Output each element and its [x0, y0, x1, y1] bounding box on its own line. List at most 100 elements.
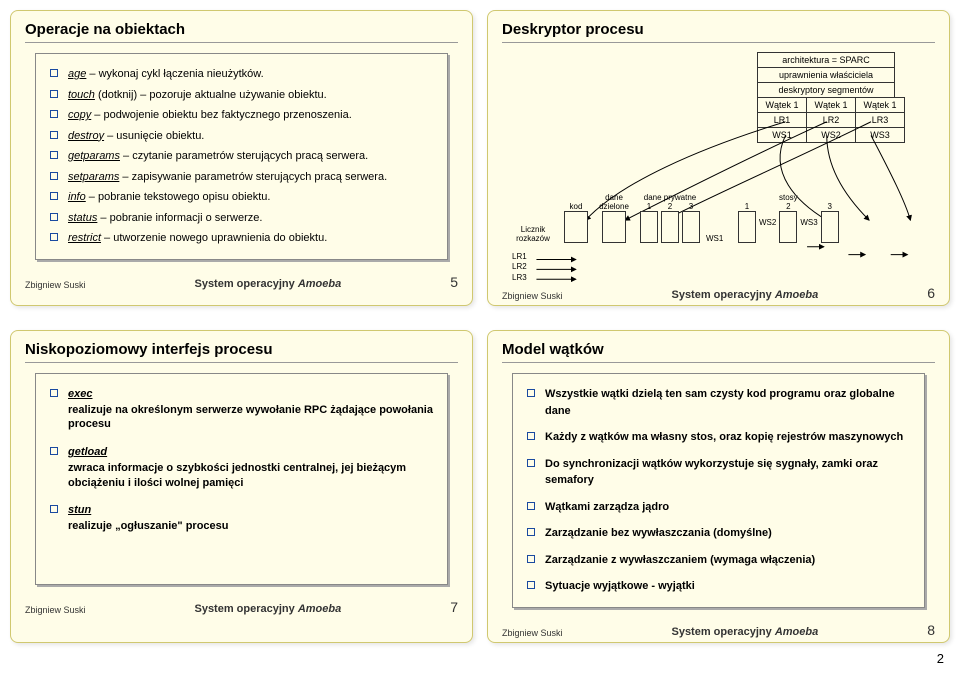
op-desc: – zapisywanie parametrów sterujących pra… [119, 171, 387, 183]
label-kod: kod [564, 202, 588, 211]
slide-6: Deskryptor procesu architektura = SPARC … [487, 10, 950, 306]
list-item: getparams – czytanie parametrów sterując… [50, 146, 433, 167]
segment-table: architektura = SPARC uprawnienia właścic… [758, 53, 905, 143]
op-name: stun [68, 504, 91, 516]
seg-cell: LR2 [806, 112, 856, 128]
lr1: LR1 [512, 252, 527, 262]
footer-system: System operacyjny Amoeba [671, 626, 818, 638]
block-dp2 [661, 211, 679, 243]
footer-author: Zbigniew Suski [502, 628, 563, 638]
seg-cell: WS3 [855, 127, 905, 143]
op-desc: – wykonaj cykl łączenia nieużytków. [86, 68, 263, 80]
slide-title: Niskopoziomowy interfejs procesu [25, 341, 458, 363]
panel: exec realizuje na określonym serwerze wy… [35, 373, 448, 585]
list-item: setparams – zapisywanie parametrów steru… [50, 167, 433, 188]
list-item: Sytuacje wyjątkowe - wyjątki [527, 576, 910, 597]
list-item: info – pobranie tekstowego opisu obiektu… [50, 187, 433, 208]
op-desc: – czytanie parametrów sterujących pracą … [120, 150, 368, 162]
op-name: restrict [68, 232, 101, 244]
op-name: getparams [68, 150, 120, 162]
bullet-list: age – wykonaj cykl łączenia nieużytków. … [50, 64, 433, 249]
op-desc: realizuje „ogłuszanie" procesu [68, 519, 433, 534]
process-descriptor-diagram: architektura = SPARC uprawnienia właścic… [502, 53, 935, 283]
slide-footer: Zbigniew Suski System operacyjny Amoeba … [25, 274, 458, 290]
slide-footer: Zbigniew Suski System operacyjny Amoeba … [25, 599, 458, 615]
seg-cell: Wątek 1 [757, 97, 807, 113]
memory-row: Licznik rozkazów kod dane dzielone dane … [508, 193, 929, 243]
slide-footer: Zbigniew Suski System operacyjny Amoeba … [502, 622, 935, 638]
label-dz: dane dzielone [594, 193, 634, 211]
bullet-list: exec realizuje na określonym serwerze wy… [50, 384, 433, 536]
slide-7: Niskopoziomowy interfejs procesu exec re… [10, 330, 473, 643]
footer-number: 5 [450, 274, 458, 290]
label-dp: dane prywatne [644, 193, 696, 202]
list-item: stun realizuje „ogłuszanie" procesu [50, 500, 433, 535]
list-item: age – wykonaj cykl łączenia nieużytków. [50, 64, 433, 85]
op-desc: – utworzenie nowego uprawnienia do obiek… [101, 232, 327, 244]
list-item: Wątkami zarządza jądro [527, 497, 910, 518]
op-name: setparams [68, 171, 119, 183]
op-name: exec [68, 388, 92, 400]
page-number: 2 [10, 651, 950, 666]
op-name: getload [68, 446, 107, 458]
slide-title: Deskryptor procesu [502, 21, 935, 43]
op-name: status [68, 212, 97, 224]
op-name: touch [68, 89, 95, 101]
label-ws1: WS1 [706, 234, 732, 243]
list-item: exec realizuje na określonym serwerze wy… [50, 384, 433, 434]
list-item: Do synchronizacji wątków wykorzystuje si… [527, 454, 910, 491]
footer-number: 8 [927, 622, 935, 638]
lr-column: LR1 LR2 LR3 [512, 252, 527, 283]
slide-5: Operacje na obiektach age – wykonaj cykl… [10, 10, 473, 306]
seg-cell: LR3 [855, 112, 905, 128]
list-item: touch (dotknij) – pozoruje aktualne używ… [50, 85, 433, 106]
slide-grid: Operacje na obiektach age – wykonaj cykl… [10, 10, 950, 643]
footer-author: Zbigniew Suski [502, 291, 563, 301]
op-name: destroy [68, 130, 104, 142]
block-st3 [821, 211, 839, 243]
op-desc: – podwojenie obiektu bez faktycznego prz… [91, 109, 352, 121]
footer-number: 7 [450, 599, 458, 615]
op-desc: – usunięcie obiektu. [104, 130, 204, 142]
list-item: Wszystkie wątki dzielą ten sam czysty ko… [527, 384, 910, 421]
op-name: age [68, 68, 86, 80]
footer-author: Zbigniew Suski [25, 280, 86, 290]
seg-arch: architektura = SPARC [757, 52, 895, 68]
seg-cell: LR1 [757, 112, 807, 128]
seg-desc: deskryptory segmentów [757, 82, 895, 98]
op-desc: zwraca informacje o szybkości jednostki … [68, 461, 433, 491]
slide-title: Model wątków [502, 341, 935, 363]
list-item: copy – podwojenie obiektu bez faktyczneg… [50, 105, 433, 126]
op-desc: – pobranie tekstowego opisu obiektu. [86, 191, 271, 203]
block-kod [564, 211, 588, 243]
block-st1 [738, 211, 756, 243]
label-stosy: stosy [738, 193, 838, 202]
footer-system: System operacyjny Amoeba [671, 289, 818, 301]
panel: Wszystkie wątki dzielą ten sam czysty ko… [512, 373, 925, 608]
op-desc: (dotknij) – pozoruje aktualne używanie o… [95, 89, 327, 101]
lr3: LR3 [512, 273, 527, 283]
op-desc: realizuje na określonym serwerze wywołan… [68, 403, 433, 433]
seg-cell: Wątek 1 [855, 97, 905, 113]
list-item: restrict – utworzenie nowego uprawnienia… [50, 228, 433, 249]
seg-cell: WS1 [757, 127, 807, 143]
list-item: Zarządzanie z wywłaszczaniem (wymaga włą… [527, 550, 910, 571]
seg-cell: Wątek 1 [806, 97, 856, 113]
list-item: Każdy z wątków ma własny stos, oraz kopi… [527, 427, 910, 448]
block-dp1 [640, 211, 658, 243]
label-licznik: Licznik rozkazów [508, 225, 558, 243]
list-item: getload zwraca informacje o szybkości je… [50, 442, 433, 492]
slide-8: Model wątków Wszystkie wątki dzielą ten … [487, 330, 950, 643]
slide-title: Operacje na obiektach [25, 21, 458, 43]
list-item: status – pobranie informacji o serwerze. [50, 208, 433, 229]
block-dp3 [682, 211, 700, 243]
list-item: Zarządzanie bez wywłaszczania (domyślne) [527, 523, 910, 544]
list-item: destroy – usunięcie obiektu. [50, 126, 433, 147]
footer-system: System operacyjny Amoeba [194, 278, 341, 290]
block-dz [602, 211, 626, 243]
block-st2 [779, 211, 797, 243]
op-name: copy [68, 109, 91, 121]
footer-number: 6 [927, 285, 935, 301]
footer-system: System operacyjny Amoeba [194, 603, 341, 615]
op-desc: – pobranie informacji o serwerze. [97, 212, 262, 224]
